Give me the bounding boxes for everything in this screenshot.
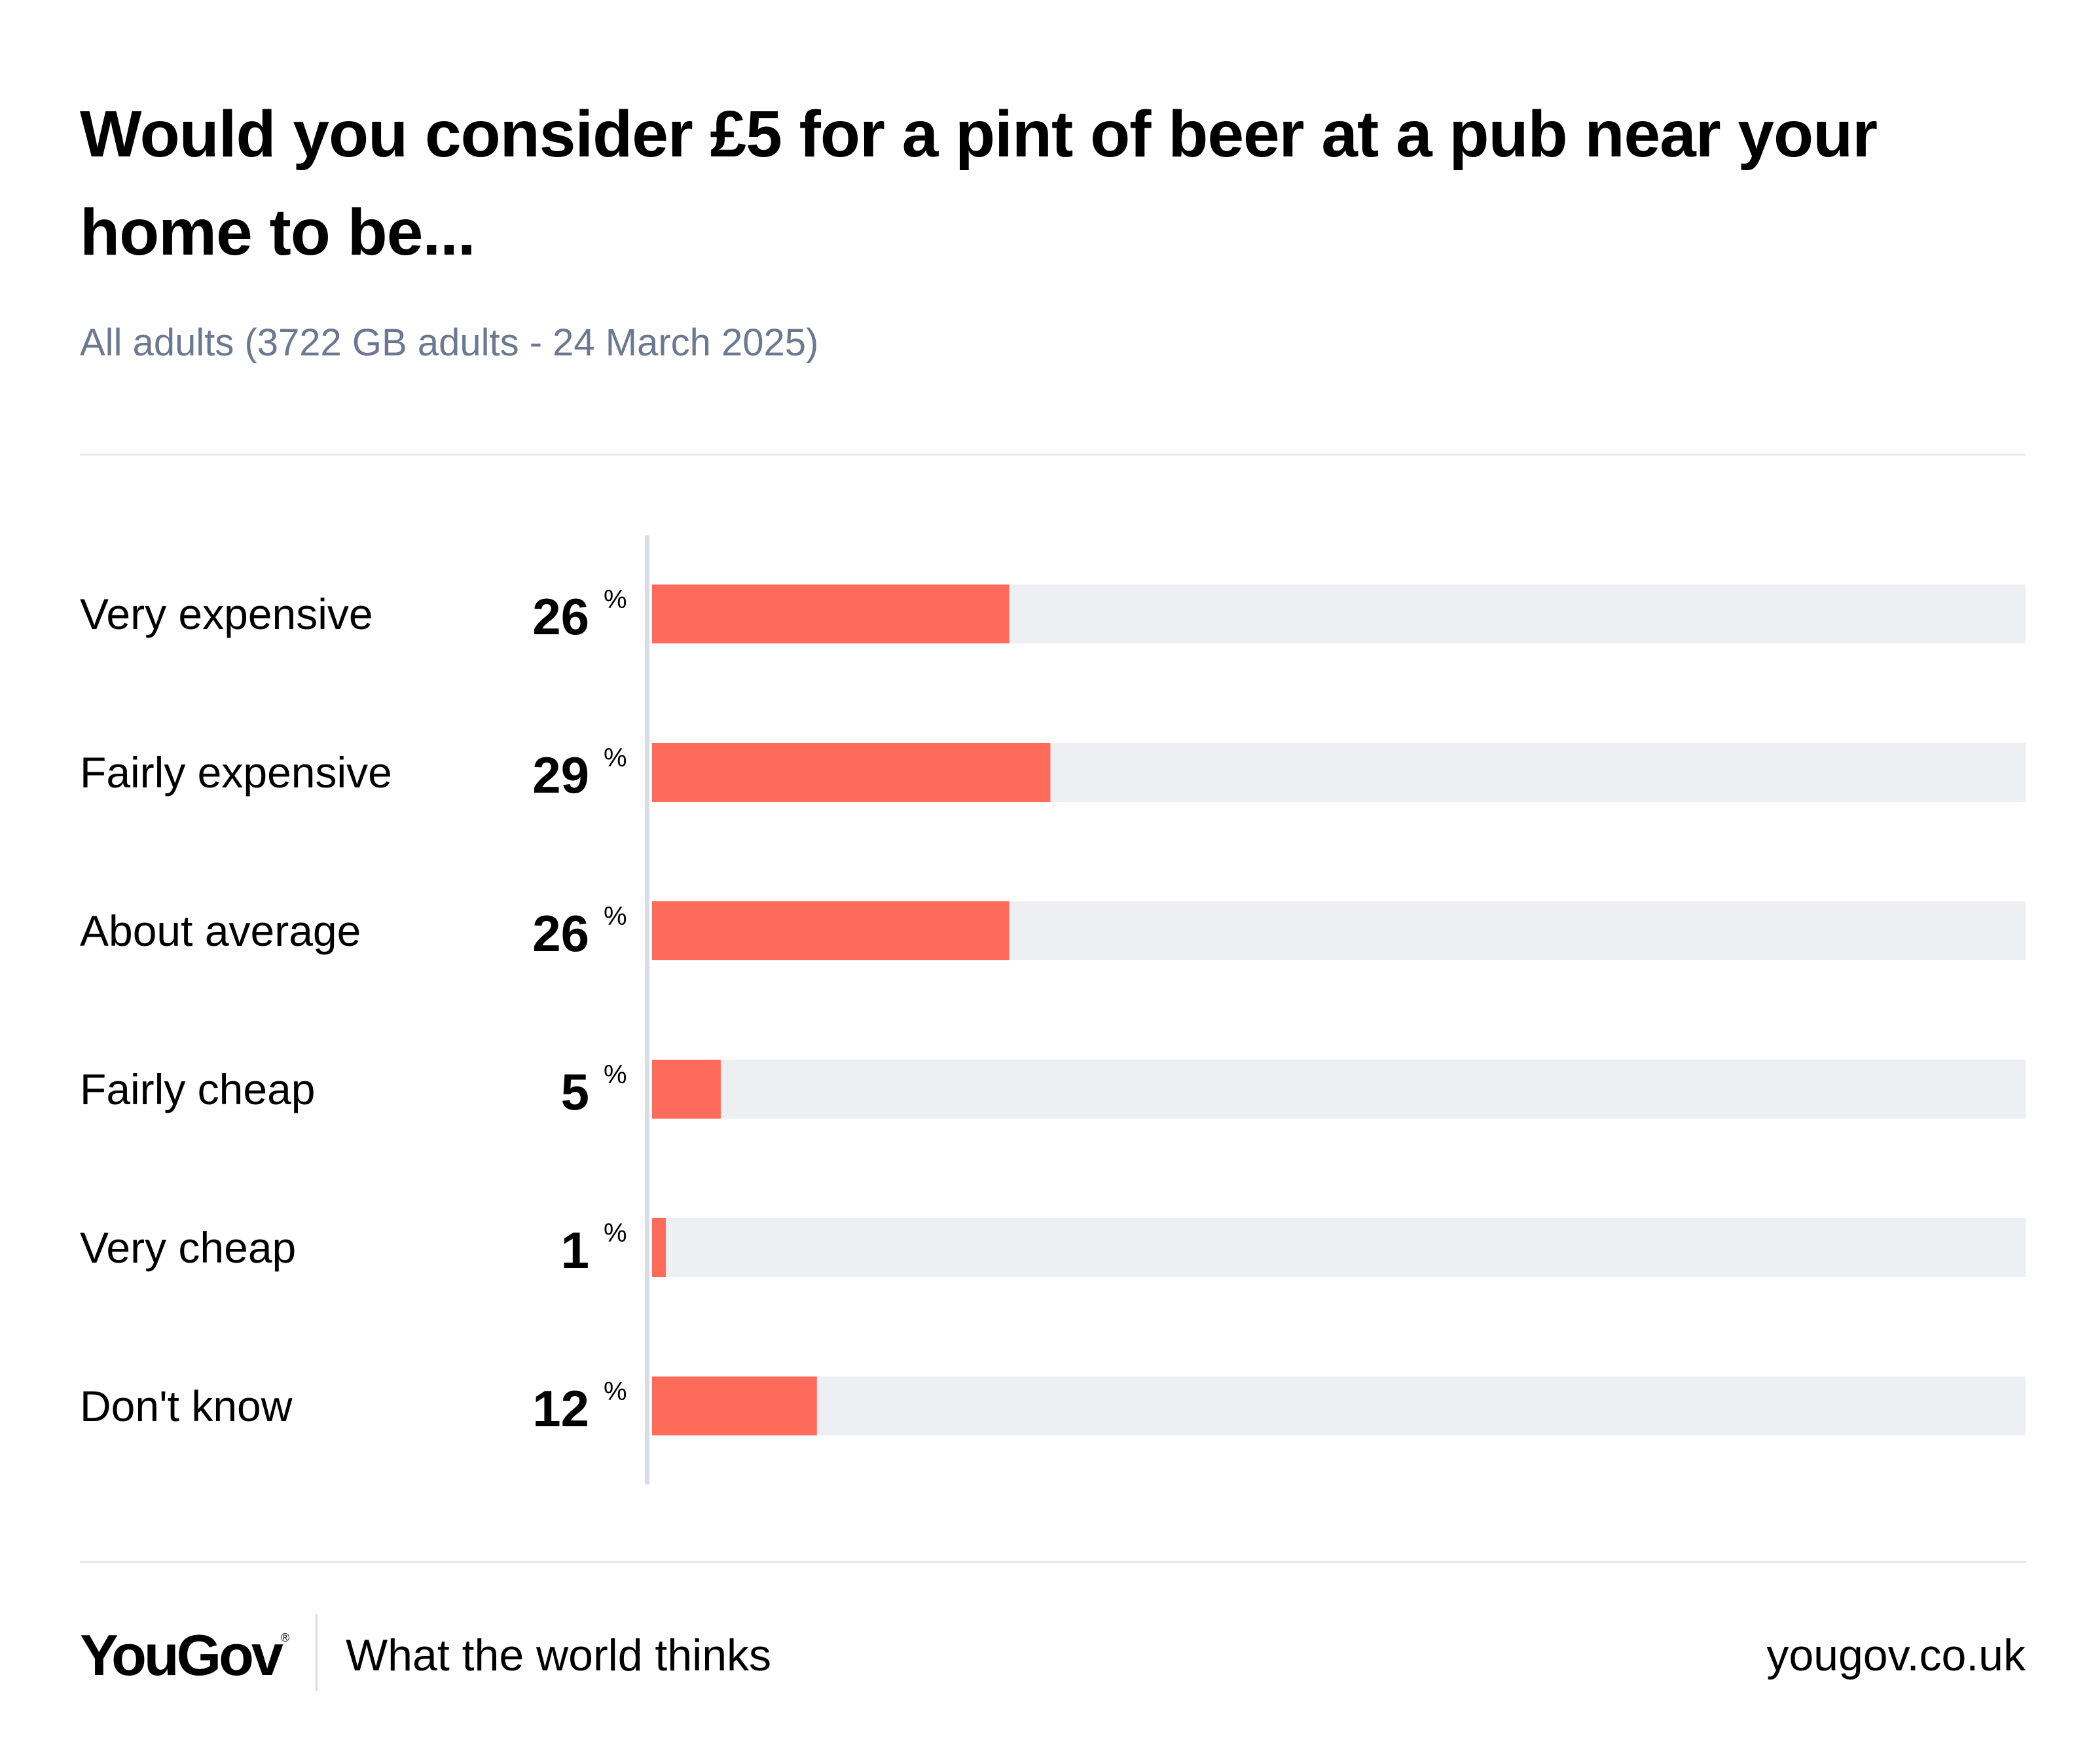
- chart-title: Would you consider £5 for a pint of beer…: [80, 98, 1878, 269]
- footer-divider: [316, 1614, 318, 1691]
- tagline: What the world thinks: [346, 1630, 772, 1680]
- bar: [652, 1060, 721, 1119]
- bar-track: [652, 1060, 2026, 1119]
- bar: [652, 585, 1010, 643]
- bar: [652, 743, 1051, 802]
- value-label: 5: [561, 1063, 589, 1121]
- category-label: Don't know: [80, 1382, 293, 1430]
- category-label: Very cheap: [80, 1223, 296, 1272]
- category-label: Fairly cheap: [80, 1065, 316, 1113]
- value-label: 12: [532, 1380, 589, 1437]
- category-label: Fairly expensive: [80, 748, 392, 797]
- top-divider: [80, 454, 2026, 456]
- percent-sign: %: [604, 744, 627, 772]
- percent-sign: %: [604, 1377, 627, 1406]
- bar: [652, 901, 1010, 960]
- percent-sign: %: [604, 1060, 627, 1089]
- value-label: 26: [532, 905, 589, 962]
- bar-track: [652, 1377, 2026, 1435]
- percent-sign: %: [604, 902, 627, 931]
- axis-line: [645, 535, 649, 1485]
- category-label: About average: [80, 907, 361, 955]
- bottom-divider: [80, 1561, 2026, 1563]
- value-label: 1: [561, 1221, 589, 1279]
- bar: [652, 1218, 666, 1277]
- yougov-logo: YouGov®: [80, 1623, 290, 1687]
- chart-subtitle: All adults (3722 GB adults - 24 March 20…: [80, 321, 819, 364]
- footer: YouGov® What the world thinks yougov.co.…: [80, 1610, 2026, 1702]
- percent-sign: %: [604, 585, 627, 614]
- site-link[interactable]: yougov.co.uk: [1766, 1630, 2026, 1680]
- bar: [652, 1377, 817, 1435]
- bar-track: [652, 1218, 2026, 1277]
- percent-sign: %: [604, 1219, 627, 1248]
- value-label: 26: [532, 588, 589, 645]
- value-label: 29: [532, 746, 589, 804]
- category-label: Very expensive: [80, 590, 373, 638]
